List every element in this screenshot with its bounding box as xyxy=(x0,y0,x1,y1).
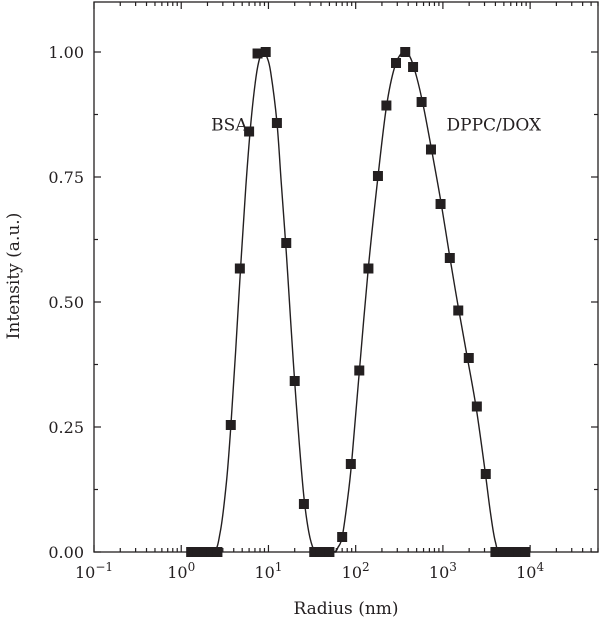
plot-frame xyxy=(93,1,599,553)
data-point-1 xyxy=(192,547,203,557)
data-point-1 xyxy=(324,547,335,557)
data-point-2 xyxy=(400,47,411,57)
series-annotation: BSA xyxy=(211,116,248,136)
x-axis-title: Radius (nm) xyxy=(293,599,398,619)
data-point-2 xyxy=(435,199,446,209)
y-tick-label: 0.50 xyxy=(48,293,84,312)
data-point-2 xyxy=(520,547,531,557)
data-point-2 xyxy=(363,263,374,274)
data-point-2 xyxy=(381,100,392,111)
data-point-1 xyxy=(186,547,197,557)
data-point-2 xyxy=(480,469,491,479)
y-tick-label: 0.75 xyxy=(48,168,84,187)
y-tick-label: 0.00 xyxy=(48,543,84,562)
x-tick-label: 101 xyxy=(254,560,282,582)
data-point-2 xyxy=(463,353,474,363)
data-point-2 xyxy=(513,547,524,557)
data-point-2 xyxy=(471,401,482,412)
x-tick-label: 102 xyxy=(342,560,370,582)
data-point-2 xyxy=(505,547,516,557)
data-point-1 xyxy=(260,47,271,57)
data-point-2 xyxy=(416,97,427,107)
data-point-2 xyxy=(490,547,501,557)
data-point-2 xyxy=(425,144,436,155)
y-axis-title: Intensity (a.u.) xyxy=(4,213,24,340)
x-tick-label: 103 xyxy=(429,560,457,582)
data-point-1 xyxy=(199,547,210,557)
x-axis: 10−1 100 101 102 103 104 xyxy=(75,2,599,582)
x-tick-label: 10−1 xyxy=(75,560,113,582)
data-point-1 xyxy=(252,48,263,59)
y-axis: 0.00 0.25 0.50 0.75 1.00 xyxy=(48,43,598,562)
data-point-1 xyxy=(271,118,282,128)
data-point-1 xyxy=(206,547,217,557)
series-annotation: DPPC/DOX xyxy=(447,116,543,136)
y-tick-label: 1.00 xyxy=(48,43,84,62)
x-tick-label: 104 xyxy=(516,560,544,582)
data-point-1 xyxy=(281,238,292,248)
annotations: BSA DPPC/DOX xyxy=(211,116,542,136)
data-points xyxy=(186,47,531,557)
data-point-2 xyxy=(372,171,383,181)
data-point-2 xyxy=(453,305,464,316)
x-tick-label: 100 xyxy=(167,560,195,582)
fit-curve-2 xyxy=(310,50,531,553)
data-point-2 xyxy=(444,253,455,263)
y-tick-label: 0.25 xyxy=(48,418,84,437)
data-point-2 xyxy=(354,365,365,376)
data-point-2 xyxy=(408,62,419,72)
data-point-1 xyxy=(234,263,245,274)
data-point-2 xyxy=(337,532,348,542)
data-point-1 xyxy=(289,376,300,386)
data-point-1 xyxy=(212,547,223,557)
data-point-1 xyxy=(315,547,326,557)
data-point-2 xyxy=(391,58,402,68)
data-point-1 xyxy=(225,420,236,430)
data-point-1 xyxy=(244,126,255,137)
data-point-1 xyxy=(309,547,320,557)
data-point-2 xyxy=(345,459,356,469)
data-point-2 xyxy=(498,547,509,557)
data-point-1 xyxy=(298,499,309,509)
